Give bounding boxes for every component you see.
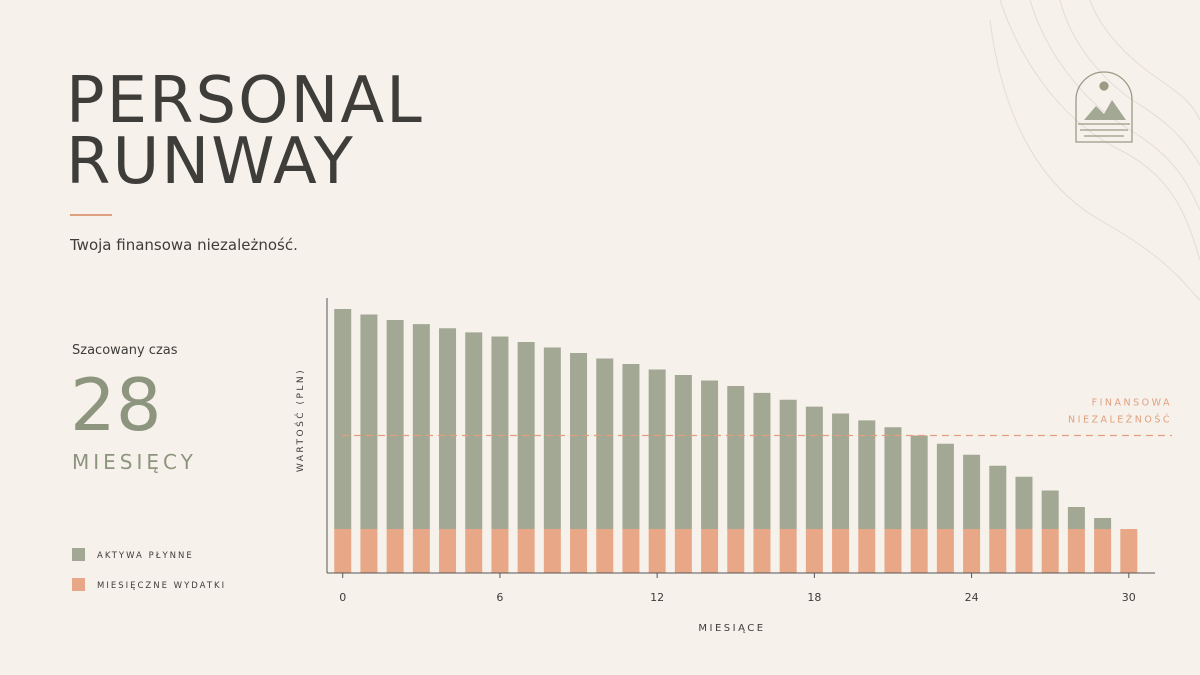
bar-segment xyxy=(1120,529,1138,573)
y-axis-label: WARTOŚĆ (PLN) xyxy=(294,368,306,472)
x-axis-label: MIESIĄCE xyxy=(698,623,765,634)
bar-segment xyxy=(858,529,876,573)
bar-segment xyxy=(753,392,771,529)
bar-segment xyxy=(832,529,850,573)
bar-segment xyxy=(674,375,692,529)
bar-segment xyxy=(701,380,719,529)
bar-segment xyxy=(622,364,640,529)
bar-segment xyxy=(910,529,928,573)
bar-segment xyxy=(596,529,614,573)
bar-segment xyxy=(412,324,430,529)
summary-unit: MIESIĘCY xyxy=(72,450,197,474)
chart: 0 6 12 18 24 30 MIESIĄCE WARTOŚĆ (PLN) FINANSOWA… xyxy=(294,298,1172,634)
logo xyxy=(1075,71,1133,143)
bar-segment xyxy=(465,332,483,529)
bar-segment xyxy=(334,309,352,529)
x-tick-label: 12 xyxy=(650,591,664,604)
bar-segment xyxy=(648,529,666,573)
summary-value: 28 xyxy=(70,363,162,447)
bar-segment xyxy=(543,529,561,573)
bar-segment xyxy=(727,529,745,573)
legend-swatch xyxy=(72,578,85,591)
bar-segment xyxy=(543,347,561,529)
bar-segment xyxy=(360,314,378,529)
x-tick-label: 0 xyxy=(339,591,346,604)
bar-segment xyxy=(439,529,457,573)
bar-segment xyxy=(727,386,745,529)
bar-segment xyxy=(1094,529,1112,573)
bar-segment xyxy=(884,427,902,529)
bar-segment xyxy=(936,443,954,529)
bar-segment xyxy=(360,529,378,573)
legend-label: AKTYWA PŁYNNE xyxy=(97,551,194,561)
title-line: PERSONAL xyxy=(66,64,424,138)
bar-segment xyxy=(386,320,404,529)
bar-segment xyxy=(779,529,797,573)
bar-segment xyxy=(491,529,509,573)
bar-segment xyxy=(701,529,719,573)
bar-segment xyxy=(622,529,640,573)
bar-segment xyxy=(1041,490,1059,529)
x-tick-label: 24 xyxy=(965,591,979,604)
bar-segment xyxy=(596,358,614,529)
threshold-label: NIEZALEŻNOŚĆ xyxy=(1068,414,1172,426)
legend-swatch xyxy=(72,548,85,561)
bar-segment xyxy=(570,529,588,573)
bar-segment xyxy=(805,406,823,529)
bar-segment xyxy=(1015,529,1033,573)
bar-segment xyxy=(936,529,954,573)
bar-segment xyxy=(648,369,666,529)
bar-segment xyxy=(674,529,692,573)
bar-segment xyxy=(517,529,535,573)
bar-segment xyxy=(412,529,430,573)
bar-segment xyxy=(1041,529,1059,573)
summary-label: Szacowany czas xyxy=(72,343,178,358)
x-tick-label: 6 xyxy=(496,591,503,604)
legend-label: MIESIĘCZNE WYDATKI xyxy=(97,581,226,591)
bar-segment xyxy=(884,529,902,573)
bar-segment xyxy=(1067,507,1085,529)
bar-segment xyxy=(439,328,457,529)
subtitle: Twoja finansowa niezależność. xyxy=(69,236,298,254)
contour-decoration xyxy=(989,0,1200,301)
bar-segment xyxy=(963,454,981,529)
x-tick-label: 18 xyxy=(807,591,821,604)
bar-segment xyxy=(910,435,928,529)
threshold-label: FINANSOWA xyxy=(1092,398,1172,409)
bar-segment xyxy=(1015,476,1033,529)
bar-segment xyxy=(963,529,981,573)
bar-segment xyxy=(334,529,352,573)
bar-segment xyxy=(491,336,509,529)
bar-segment xyxy=(570,353,588,529)
bar-segment xyxy=(1067,529,1085,573)
title-line: RUNWAY xyxy=(66,125,355,199)
x-tick-label: 30 xyxy=(1122,591,1136,604)
legend: AKTYWA PŁYNNE MIESIĘCZNE WYDATKI xyxy=(72,548,226,591)
bar-segment xyxy=(832,413,850,529)
bar-segment xyxy=(989,465,1007,529)
bar-segment xyxy=(753,529,771,573)
bar-segment xyxy=(386,529,404,573)
bar-segment xyxy=(779,399,797,529)
bar-segment xyxy=(858,420,876,529)
bar-segment xyxy=(465,529,483,573)
bar-segment xyxy=(1094,518,1112,529)
bar-segment xyxy=(805,529,823,573)
bar-segment xyxy=(989,529,1007,573)
